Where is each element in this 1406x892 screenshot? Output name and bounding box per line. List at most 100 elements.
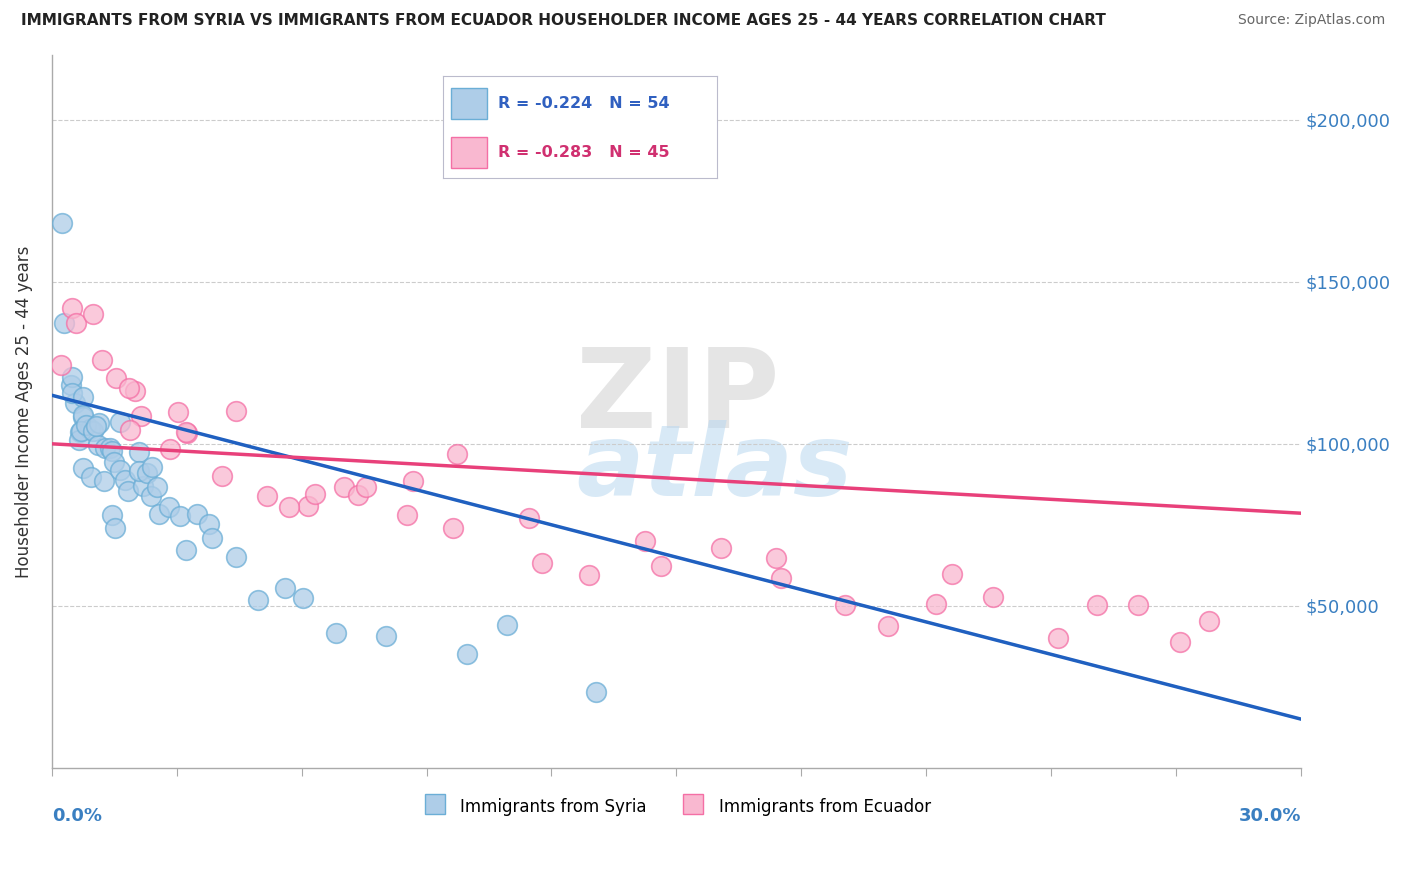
Point: [770, 572, 793, 586]
Point: [80, 469, 103, 483]
Point: [75, 417, 97, 432]
Point: [247, 593, 270, 607]
Point: [60, 377, 83, 392]
Point: [578, 568, 600, 582]
Point: [834, 598, 856, 612]
Point: [941, 566, 963, 581]
Point: [585, 685, 607, 699]
Point: [94, 442, 117, 456]
Point: [52, 316, 75, 330]
Text: R = -0.224   N = 54: R = -0.224 N = 54: [498, 96, 669, 111]
Point: [103, 455, 125, 469]
Point: [496, 618, 519, 632]
Point: [91, 353, 114, 368]
Point: [346, 488, 368, 502]
Text: 30.0%: 30.0%: [1239, 807, 1301, 825]
Point: [60, 385, 83, 400]
Text: ZIP: ZIP: [576, 343, 780, 450]
Point: [124, 384, 146, 398]
Point: [225, 404, 247, 418]
Point: [82, 424, 104, 438]
Point: [325, 626, 347, 640]
Point: [117, 483, 139, 498]
Point: [650, 559, 672, 574]
Point: [925, 598, 948, 612]
Point: [530, 556, 553, 570]
Point: [297, 499, 319, 513]
Point: [456, 647, 478, 661]
Text: 0.0%: 0.0%: [52, 807, 101, 825]
Point: [104, 521, 127, 535]
Point: [446, 447, 468, 461]
Point: [274, 581, 297, 595]
Point: [765, 550, 787, 565]
Point: [1170, 634, 1192, 648]
Point: [1198, 614, 1220, 628]
Point: [333, 480, 356, 494]
Point: [876, 618, 898, 632]
Text: IMMIGRANTS FROM SYRIA VS IMMIGRANTS FROM ECUADOR HOUSEHOLDER INCOME AGES 25 - 44: IMMIGRANTS FROM SYRIA VS IMMIGRANTS FROM…: [21, 13, 1107, 29]
Point: [517, 511, 540, 525]
Point: [84, 419, 107, 434]
Point: [375, 629, 398, 643]
Point: [354, 480, 377, 494]
Point: [157, 500, 180, 515]
Point: [120, 423, 142, 437]
Point: [634, 534, 657, 549]
Point: [128, 464, 150, 478]
Point: [101, 444, 124, 458]
Point: [174, 542, 197, 557]
Point: [128, 445, 150, 459]
Point: [402, 474, 425, 488]
Point: [118, 381, 141, 395]
Point: [67, 433, 90, 447]
Point: [395, 508, 418, 522]
Point: [981, 590, 1004, 604]
Point: [65, 316, 87, 330]
Point: [108, 463, 131, 477]
Point: [201, 531, 224, 545]
Point: [87, 417, 110, 431]
Point: [72, 408, 94, 422]
Point: [139, 490, 162, 504]
Point: [72, 410, 94, 425]
Point: [49, 358, 72, 372]
Point: [166, 405, 188, 419]
Point: [72, 390, 94, 404]
Text: atlas: atlas: [576, 420, 853, 517]
Point: [82, 308, 104, 322]
Point: [441, 521, 464, 535]
Text: Source: ZipAtlas.com: Source: ZipAtlas.com: [1237, 13, 1385, 28]
Point: [159, 442, 181, 456]
Bar: [451, 88, 486, 119]
Point: [141, 460, 163, 475]
Point: [292, 591, 315, 606]
Point: [63, 396, 86, 410]
Y-axis label: Householder Income Ages 25 - 44 years: Householder Income Ages 25 - 44 years: [15, 245, 32, 578]
Point: [114, 473, 136, 487]
Legend: Immigrants from Syria, Immigrants from Ecuador: Immigrants from Syria, Immigrants from E…: [415, 789, 938, 823]
Point: [1046, 631, 1069, 645]
Point: [72, 461, 94, 475]
Point: [304, 487, 326, 501]
Point: [135, 466, 157, 480]
Point: [176, 426, 198, 441]
Point: [69, 425, 91, 440]
Point: [104, 371, 127, 385]
Point: [211, 469, 233, 483]
Point: [87, 438, 110, 452]
Point: [60, 301, 83, 316]
Point: [1126, 599, 1149, 613]
Point: [93, 474, 115, 488]
Text: R = -0.283   N = 45: R = -0.283 N = 45: [498, 145, 669, 161]
Point: [101, 508, 124, 522]
Point: [148, 507, 170, 521]
Point: [1085, 598, 1108, 612]
Bar: [451, 137, 486, 168]
Point: [225, 549, 247, 564]
Point: [108, 415, 131, 429]
Point: [51, 216, 73, 230]
Point: [79, 422, 101, 436]
Point: [174, 425, 197, 440]
Point: [256, 489, 278, 503]
